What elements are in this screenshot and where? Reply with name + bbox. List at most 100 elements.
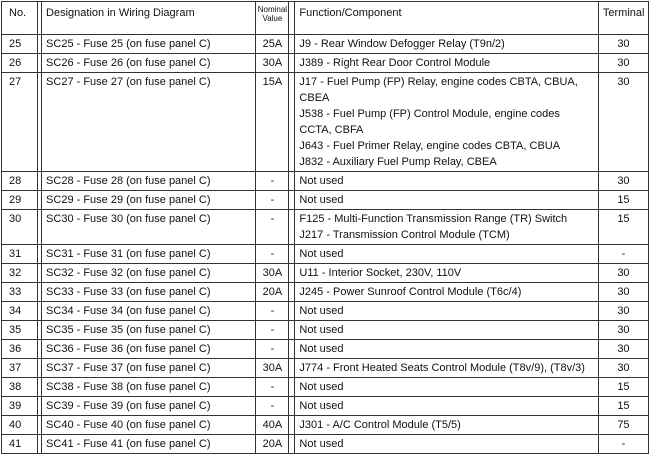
function-cell: Not used bbox=[294, 190, 599, 210]
designation: SC36 - Fuse 36 (on fuse panel C) bbox=[41, 339, 257, 359]
terminal: 30 bbox=[597, 320, 650, 340]
terminal: 30 bbox=[597, 34, 650, 54]
terminal: - bbox=[597, 434, 650, 454]
nominal-value: - bbox=[255, 190, 290, 210]
table-body: 25 SC25 - Fuse 25 (on fuse panel C) 25A J9 … bbox=[0, 34, 650, 454]
designation: SC37 - Fuse 37 (on fuse panel C) bbox=[41, 358, 257, 378]
terminal: 75 bbox=[597, 415, 650, 435]
designation: SC30 - Fuse 30 (on fuse panel C) bbox=[41, 209, 257, 245]
nominal-value: - bbox=[255, 244, 290, 264]
fuse-number: 27 bbox=[0, 72, 39, 172]
function-line: Not used bbox=[299, 305, 344, 317]
terminal: 30 bbox=[597, 263, 650, 283]
nominal-value: - bbox=[255, 339, 290, 359]
table-row: 27 SC27 - Fuse 27 (on fuse panel C) 15A J17… bbox=[0, 72, 650, 172]
nominal-value: 30A bbox=[255, 263, 290, 283]
function-cell: Not used bbox=[294, 301, 599, 321]
header-cell: No. bbox=[0, 1, 39, 35]
terminal: - bbox=[597, 244, 650, 264]
designation: SC31 - Fuse 31 (on fuse panel C) bbox=[41, 244, 257, 264]
fuse-number: 31 bbox=[0, 244, 39, 264]
table-row: 30 SC30 - Fuse 30 (on fuse panel C) - F125 … bbox=[0, 209, 650, 245]
table-row: 34 SC34 - Fuse 34 (on fuse panel C) - Not u… bbox=[0, 301, 650, 321]
fuse-number: 28 bbox=[0, 171, 39, 191]
function-line: J9 - Rear Window Defogger Relay (T9n/2) bbox=[299, 38, 505, 50]
header-cell: Function/Component bbox=[294, 1, 599, 35]
table-row: 25 SC25 - Fuse 25 (on fuse panel C) 25A J9 … bbox=[0, 34, 650, 54]
function-cell: Not used bbox=[294, 244, 599, 264]
fuse-number: 32 bbox=[0, 263, 39, 283]
fuse-number: 25 bbox=[0, 34, 39, 54]
function-line: Not used bbox=[299, 175, 344, 187]
terminal: 15 bbox=[597, 190, 650, 210]
function-line: J217 - Transmission Control Module (TCM) bbox=[299, 229, 510, 241]
designation: SC32 - Fuse 32 (on fuse panel C) bbox=[41, 263, 257, 283]
function-cell: J301 - A/C Control Module (T5/5) bbox=[294, 415, 599, 435]
function-cell: Not used bbox=[294, 339, 599, 359]
function-line: J245 - Power Sunroof Control Module (T6c… bbox=[299, 286, 522, 298]
terminal: 30 bbox=[597, 358, 650, 378]
designation: SC34 - Fuse 34 (on fuse panel C) bbox=[41, 301, 257, 321]
function-line: Not used bbox=[299, 248, 344, 260]
function-line: J643 - Fuel Primer Relay, engine codes C… bbox=[299, 140, 561, 152]
terminal: 15 bbox=[597, 209, 650, 245]
function-line: Not used bbox=[299, 381, 344, 393]
table-row: 33 SC33 - Fuse 33 (on fuse panel C) 20A J24… bbox=[0, 282, 650, 302]
nominal-value: - bbox=[255, 209, 290, 245]
fuse-number: 26 bbox=[0, 53, 39, 73]
header-cell: Designation in Wiring Diagram bbox=[41, 1, 257, 35]
terminal: 30 bbox=[597, 53, 650, 73]
header-row: No. Designation in Wiring Diagram Nomina… bbox=[0, 1, 650, 35]
function-cell: F125 - Multi-Function Transmission Range… bbox=[294, 209, 599, 245]
function-line: Not used bbox=[299, 343, 344, 355]
nominal-value: 30A bbox=[255, 358, 290, 378]
designation: SC25 - Fuse 25 (on fuse panel C) bbox=[41, 34, 257, 54]
table-row: 29 SC29 - Fuse 29 (on fuse panel C) - Not u… bbox=[0, 190, 650, 210]
designation: SC41 - Fuse 41 (on fuse panel C) bbox=[41, 434, 257, 454]
fuse-number: 30 bbox=[0, 209, 39, 245]
function-line: J538 - Fuel Pump (FP) Control Module, en… bbox=[299, 108, 560, 136]
fuse-number: 37 bbox=[0, 358, 39, 378]
nominal-value: - bbox=[255, 396, 290, 416]
function-line: Not used bbox=[299, 438, 344, 450]
table-row: 26 SC26 - Fuse 26 (on fuse panel C) 30A J38… bbox=[0, 53, 650, 73]
terminal: 30 bbox=[597, 171, 650, 191]
nominal-value: - bbox=[255, 377, 290, 397]
function-line: Not used bbox=[299, 400, 344, 412]
function-cell: J9 - Rear Window Defogger Relay (T9n/2) bbox=[294, 34, 599, 54]
designation: SC28 - Fuse 28 (on fuse panel C) bbox=[41, 171, 257, 191]
function-cell: Not used bbox=[294, 434, 599, 454]
function-line: Not used bbox=[299, 324, 344, 336]
fuse-number: 34 bbox=[0, 301, 39, 321]
nominal-value: 40A bbox=[255, 415, 290, 435]
designation: SC29 - Fuse 29 (on fuse panel C) bbox=[41, 190, 257, 210]
function-cell: J774 - Front Heated Seats Control Module… bbox=[294, 358, 599, 378]
fuse-number: 35 bbox=[0, 320, 39, 340]
function-line: J301 - A/C Control Module (T5/5) bbox=[299, 419, 461, 431]
function-line: J774 - Front Heated Seats Control Module… bbox=[299, 362, 585, 374]
function-line: U11 - Interior Socket, 230V, 110V bbox=[299, 267, 462, 279]
fuse-number: 39 bbox=[0, 396, 39, 416]
nominal-value: 15A bbox=[255, 72, 290, 172]
function-cell: J245 - Power Sunroof Control Module (T6c… bbox=[294, 282, 599, 302]
nominal-value: - bbox=[255, 320, 290, 340]
designation: SC35 - Fuse 35 (on fuse panel C) bbox=[41, 320, 257, 340]
function-cell: Not used bbox=[294, 171, 599, 191]
terminal: 15 bbox=[597, 396, 650, 416]
nominal-value: 20A bbox=[255, 434, 290, 454]
function-cell: U11 - Interior Socket, 230V, 110V bbox=[294, 263, 599, 283]
table-row: 36 SC36 - Fuse 36 (on fuse panel C) - Not u… bbox=[0, 339, 650, 359]
nominal-value: - bbox=[255, 301, 290, 321]
table-row: 39 SC39 - Fuse 39 (on fuse panel C) - Not u… bbox=[0, 396, 650, 416]
table-row: 38 SC38 - Fuse 38 (on fuse panel C) - Not u… bbox=[0, 377, 650, 397]
function-line: J389 - Right Rear Door Control Module bbox=[299, 57, 491, 69]
nominal-value: 30A bbox=[255, 53, 290, 73]
table-row: 35 SC35 - Fuse 35 (on fuse panel C) - Not u… bbox=[0, 320, 650, 340]
designation: SC39 - Fuse 39 (on fuse panel C) bbox=[41, 396, 257, 416]
terminal: 15 bbox=[597, 377, 650, 397]
terminal: 30 bbox=[597, 339, 650, 359]
table-row: 40 SC40 - Fuse 40 (on fuse panel C) 40A J30… bbox=[0, 415, 650, 435]
designation: SC33 - Fuse 33 (on fuse panel C) bbox=[41, 282, 257, 302]
function-cell: Not used bbox=[294, 320, 599, 340]
